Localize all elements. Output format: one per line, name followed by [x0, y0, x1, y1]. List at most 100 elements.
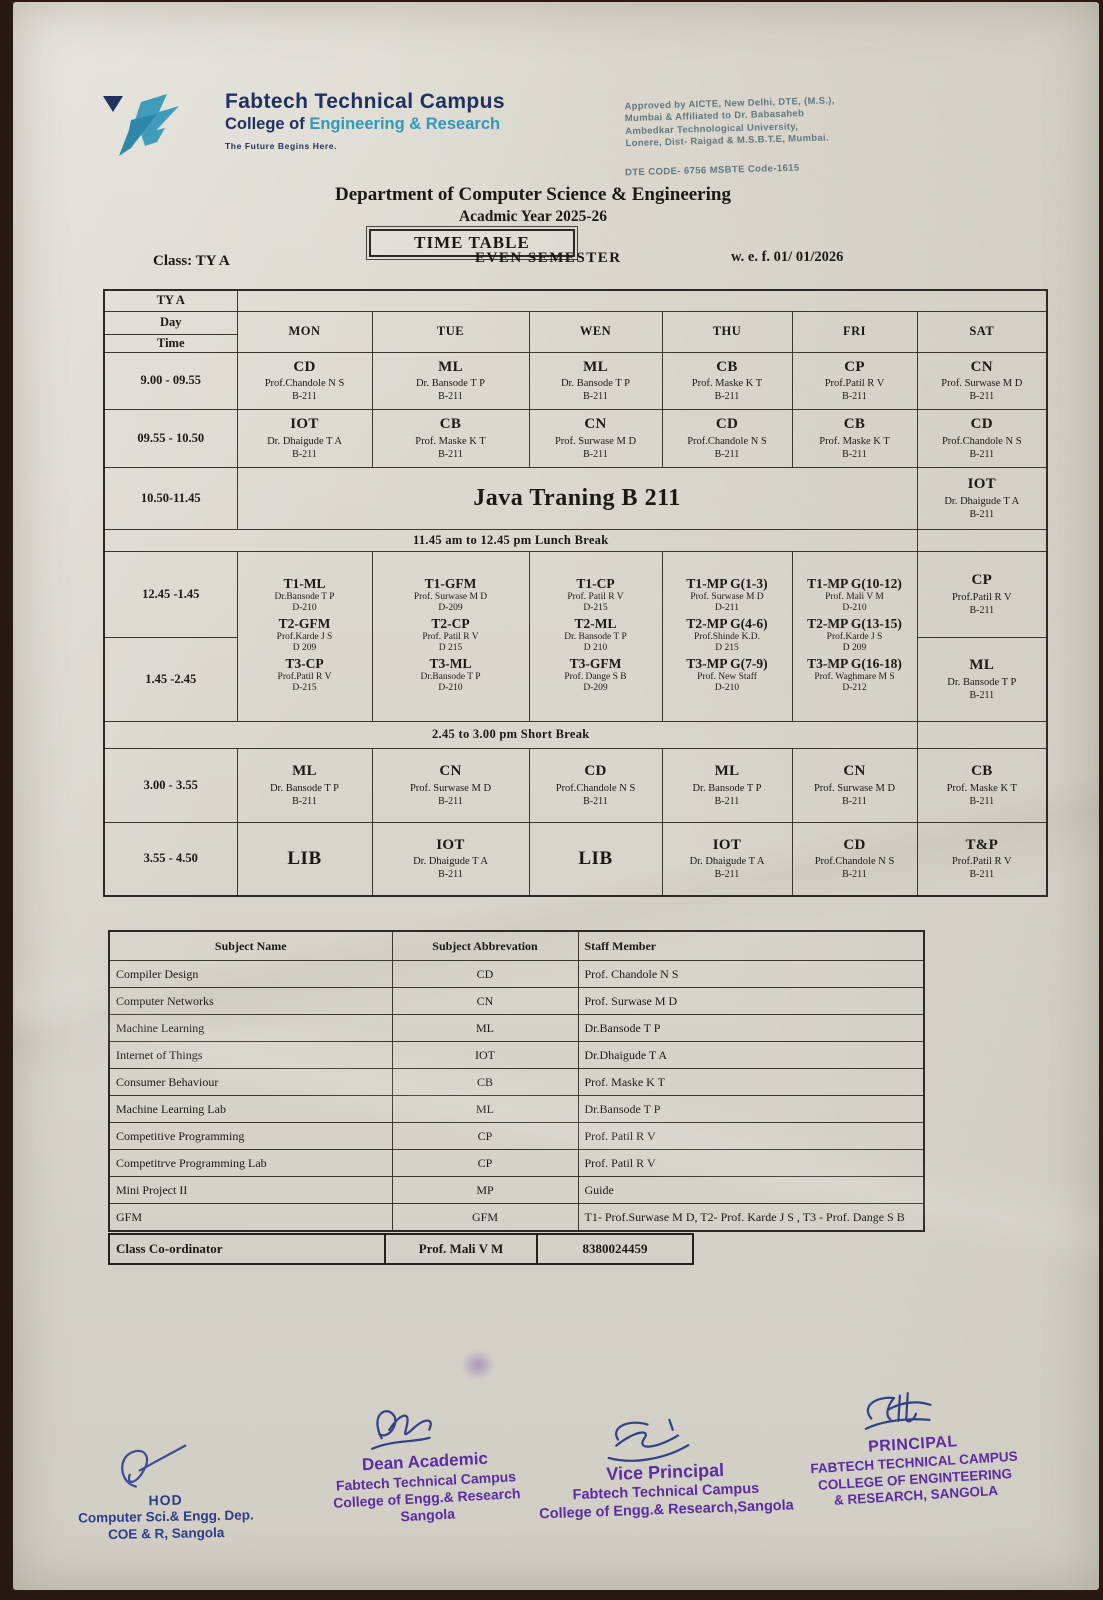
class-cell: CN Prof. Surwase M D B-211 — [916, 351, 1048, 410]
subject-code: CN — [584, 416, 607, 433]
college-subtitle: College of Engineering & Research — [225, 115, 505, 134]
class-cell: CB Prof. Maske K T B-211 — [916, 747, 1048, 823]
room-number: B-211 — [969, 391, 995, 403]
room-number: D-210 — [842, 603, 867, 614]
table-row: Consumer Behaviour CB Prof. Maske K T — [108, 1068, 925, 1096]
timetable-title: TIME TABLE — [366, 226, 578, 260]
subject-code: ML — [969, 657, 995, 674]
class-cell: CB Prof. Maske K T B-211 — [661, 351, 793, 410]
staff-name: Prof. Dange S B — [564, 672, 627, 683]
column-header: Subject Abbrevation — [391, 930, 579, 961]
table-row: Computer Networks CN Prof. Surwase M D — [108, 987, 925, 1015]
subject-abbreviation: GFM — [391, 1203, 579, 1232]
class-cell: CP Prof.Patil R V B-211 — [916, 550, 1048, 638]
department-title: Department of Computer Science & Enginee… — [335, 184, 731, 205]
room-number: B-211 — [842, 869, 867, 881]
class-cell: CB Prof. Maske K T B-211 — [791, 408, 918, 468]
room-number: B-211 — [714, 869, 740, 881]
staff-name: Prof. Patil R V — [567, 592, 624, 603]
college-tagline: The Future Begins Here. — [225, 141, 338, 151]
subject-code: CN — [843, 763, 866, 780]
subject-code: CN — [439, 763, 462, 780]
class-cell: IOT Dr. Dhaigude T A B-211 — [916, 466, 1048, 530]
staff-name: Dr. Bansode T P — [269, 782, 340, 794]
timetable-grid: TY A Day MON TUE WEN THU FRI SAT Time 9.00 - 09.5… — [103, 289, 1049, 897]
staff-name: Prof. Waghmare M S — [814, 672, 895, 683]
tutorial-code: T1-MP G(10-12) — [807, 575, 902, 591]
signature-block: HOD Computer Sci.& Engg. Dep. COE & R, San… — [47, 1438, 284, 1544]
java-training-cell: Java Traning B 211 — [236, 466, 918, 530]
subject-abbreviation: IOT — [391, 1041, 579, 1069]
handwritten-signature — [120, 1444, 186, 1488]
class-cell: ML Dr. Bansode T P B-211 — [371, 351, 530, 410]
table-row: 2.45 to 3.00 pm Short Break — [103, 720, 1048, 749]
tutorial-code: T1-GFM — [424, 575, 477, 591]
subject-code: CN — [970, 358, 993, 375]
blank-cell — [916, 528, 1048, 552]
subject-code: CB — [716, 358, 738, 375]
dte-msbte-codes: DTE CODE- 6756 MSBTE Code-1615 — [624, 162, 800, 179]
table-row: 3.00 - 3.55 ML Dr. Bansode T P B-211 CN Prof.… — [103, 747, 1048, 823]
subject-code: LIB — [287, 847, 322, 869]
subject-code: CB — [971, 763, 993, 780]
day-header: WEN — [528, 310, 663, 353]
staff-name: Dr. Bansode T P — [692, 782, 762, 794]
class-cell: LIB — [236, 821, 373, 897]
subject-name: GFM — [108, 1203, 393, 1232]
staff-name: Dr.Bansode T P — [420, 672, 481, 683]
staff-name: Dr. Bansode T P — [947, 676, 1017, 688]
staff-name: Prof. Patil R V — [422, 632, 479, 643]
subject-code: ML — [292, 763, 317, 780]
signature-block: PRINCIPAL FABTECH TECHNICAL CAMPUS COLLEGE… — [760, 1379, 1067, 1514]
staff-name: Prof. Maske K T — [415, 435, 486, 447]
room-number: B-211 — [583, 448, 608, 460]
tutorial-code: T1-CP — [576, 575, 615, 591]
staff-name: Prof. Mali V M — [825, 592, 884, 603]
room-number: D 215 — [438, 643, 463, 654]
table-row: 11.45 am to 12.45 pm Lunch Break — [103, 528, 1048, 552]
class-cell: ML Dr. Bansode T P B-211 — [236, 747, 373, 823]
table-row: Machine Learning ML Dr.Bansode T P — [108, 1014, 925, 1042]
table-row: 09.55 - 10.50 IOT Dr. Dhaigude T A B-211 CB P… — [103, 408, 1048, 468]
room-number: B-211 — [842, 795, 867, 807]
class-cell: T&P Prof.Patil R V B-211 — [916, 821, 1048, 897]
class-cell: CN Prof. Surwase M D B-211 — [791, 747, 918, 823]
column-header: Staff Member — [577, 930, 925, 961]
room-number: B-211 — [438, 391, 463, 403]
staff-member: Guide — [577, 1176, 925, 1204]
class-cell: ML Dr. Bansode T P B-211 — [661, 747, 793, 823]
day-header: MON — [236, 310, 373, 353]
room-number: B-211 — [969, 689, 995, 701]
subject-code: CP — [971, 572, 993, 589]
time-slot: 3.55 - 4.50 — [103, 821, 238, 897]
table-row: Internet of Things IOT Dr.Dhaigude T A — [108, 1041, 925, 1069]
subject-abbreviation: CP — [391, 1149, 579, 1177]
room-number: B-211 — [969, 448, 995, 460]
room-number: B-211 — [969, 795, 995, 807]
tutorial-code: T3-GFM — [569, 656, 622, 672]
room-number: B-211 — [714, 391, 740, 403]
tutorial-code: T3-CP — [285, 656, 324, 672]
class-cell: CN Prof. Surwase M D B-211 — [371, 747, 530, 823]
subject-abbreviation: CD — [391, 960, 579, 988]
subject-legend-table: Subject Name Subject Abbrevation Staff Mem… — [108, 930, 925, 1232]
college-subtitle-prefix: College of — [225, 115, 310, 133]
corner-time-cell: Time — [103, 333, 238, 353]
subject-abbreviation: MP — [391, 1176, 579, 1204]
class-cell: CD Prof.Chandole N S B-211 — [791, 821, 918, 897]
staff-member: T1- Prof.Surwase M D, T2- Prof. Karde J … — [577, 1203, 925, 1232]
room-number: D-210 — [292, 603, 317, 614]
staff-name: Dr.Bansode T P — [274, 592, 335, 603]
staff-name: Prof. Surwase M D — [413, 592, 488, 603]
approval-text: Approved by AICTE, New Delhi, DTE, (M.S.… — [624, 95, 835, 150]
table-header-row: Subject Name Subject Abbrevation Staff Mem… — [108, 930, 925, 961]
staff-member: Prof. Maske K T — [577, 1068, 925, 1096]
table-row: Competitive Programming CP Prof. Patil R V — [108, 1122, 925, 1150]
class-cell: ML Dr. Bansode T P B-211 — [528, 351, 663, 410]
class-cell: ML Dr. Bansode T P B-211 — [916, 636, 1048, 722]
subject-code: ML — [438, 358, 463, 375]
column-header: Subject Name — [108, 930, 393, 961]
table-row: Mini Project II MP Guide — [108, 1176, 925, 1204]
room-number: B-211 — [969, 869, 995, 881]
